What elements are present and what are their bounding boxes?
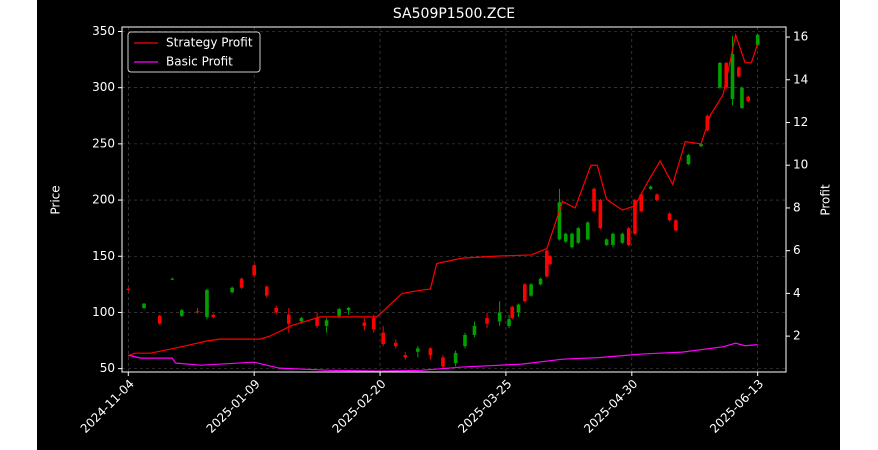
candle-body bbox=[755, 34, 760, 45]
y2-tick-label: 6 bbox=[793, 243, 801, 257]
candle-body bbox=[538, 278, 543, 285]
candle-body bbox=[393, 342, 398, 347]
y-tick-label: 350 bbox=[92, 24, 115, 38]
y-axis-label: Price bbox=[49, 185, 63, 214]
candle-body bbox=[746, 96, 751, 102]
profit-line bbox=[128, 32, 759, 357]
legend-label: Basic Profit bbox=[166, 55, 233, 69]
candle-body bbox=[170, 278, 175, 280]
figure-background bbox=[37, 0, 840, 450]
y2-tick-label: 14 bbox=[793, 72, 808, 86]
candle-body bbox=[718, 62, 722, 88]
candle-body bbox=[315, 318, 319, 326]
candle-body bbox=[523, 284, 527, 302]
y-tick-label: 250 bbox=[92, 136, 115, 150]
candle-body bbox=[252, 265, 256, 276]
candle-body bbox=[230, 287, 234, 293]
candle-body bbox=[324, 320, 329, 326]
y2-tick-label: 2 bbox=[793, 329, 801, 343]
profit-line bbox=[128, 342, 758, 372]
candle-body bbox=[557, 202, 562, 240]
candle-body bbox=[529, 284, 533, 296]
candle-body bbox=[403, 355, 408, 358]
candle-body bbox=[441, 357, 445, 367]
candle-body bbox=[463, 334, 467, 347]
legend-label: Strategy Profit bbox=[166, 36, 253, 50]
candle-body bbox=[157, 315, 162, 324]
candle-body bbox=[598, 200, 603, 229]
y2-tick-label: 12 bbox=[793, 115, 808, 129]
candle-body bbox=[416, 348, 420, 352]
legend-box bbox=[127, 31, 261, 73]
candle-body bbox=[730, 53, 735, 99]
candle-body bbox=[346, 307, 351, 311]
candle-body bbox=[205, 289, 209, 317]
candle-body bbox=[211, 314, 216, 317]
y2-tick-label: 16 bbox=[793, 30, 808, 44]
candle-body bbox=[516, 304, 521, 313]
candle-body bbox=[639, 194, 644, 212]
y2-tick-label: 8 bbox=[793, 200, 801, 214]
candle-body bbox=[286, 314, 291, 324]
y-tick-label: 200 bbox=[92, 193, 115, 207]
candle-body bbox=[126, 288, 131, 290]
candle-body bbox=[548, 256, 552, 265]
candle-body bbox=[576, 228, 581, 243]
candle-body bbox=[686, 155, 691, 165]
candle-body bbox=[655, 194, 659, 201]
y2-axis-label: Profit bbox=[819, 184, 833, 216]
candle-body bbox=[274, 307, 278, 313]
candle-body bbox=[604, 239, 609, 246]
candle-body bbox=[699, 143, 703, 147]
candle-body bbox=[563, 233, 568, 242]
candle-body bbox=[611, 233, 615, 246]
candle-body bbox=[453, 352, 458, 364]
candle-body bbox=[620, 233, 625, 243]
y2-tick-label: 10 bbox=[793, 158, 808, 172]
candle-body bbox=[299, 318, 304, 322]
candle-body bbox=[626, 228, 631, 246]
candle-body bbox=[736, 67, 741, 77]
y-tick-label: 100 bbox=[92, 305, 115, 319]
candle-body bbox=[633, 200, 637, 234]
candle-body bbox=[667, 213, 672, 221]
candle-body bbox=[239, 278, 244, 288]
candle-body bbox=[264, 286, 269, 296]
candle-body bbox=[740, 87, 744, 108]
candle-body bbox=[362, 322, 367, 326]
candle-body bbox=[510, 306, 515, 319]
candle-body bbox=[545, 250, 549, 277]
candle-body bbox=[195, 311, 200, 313]
candle-body bbox=[472, 325, 477, 335]
candle-body bbox=[381, 332, 385, 344]
y-tick-label: 150 bbox=[92, 249, 115, 263]
candle-body bbox=[570, 233, 574, 248]
y-tick-label: 300 bbox=[92, 80, 115, 94]
candle-body bbox=[142, 303, 146, 308]
plot-frame bbox=[121, 26, 787, 373]
candle-body bbox=[592, 188, 596, 212]
chart-title: SA509P1500.ZCE bbox=[393, 6, 515, 22]
candle-body bbox=[497, 312, 502, 322]
candle-body bbox=[428, 348, 433, 356]
candle-body bbox=[648, 186, 653, 189]
candle-body bbox=[585, 222, 590, 240]
candle-body bbox=[485, 318, 489, 324]
y-tick-label: 50 bbox=[100, 361, 115, 375]
candle-body bbox=[337, 309, 341, 316]
candle-body bbox=[674, 220, 678, 231]
y2-tick-label: 4 bbox=[793, 286, 801, 300]
candle-body bbox=[179, 310, 184, 316]
candle-body bbox=[724, 62, 729, 88]
candle-body bbox=[371, 318, 376, 330]
candle-body bbox=[507, 319, 511, 326]
